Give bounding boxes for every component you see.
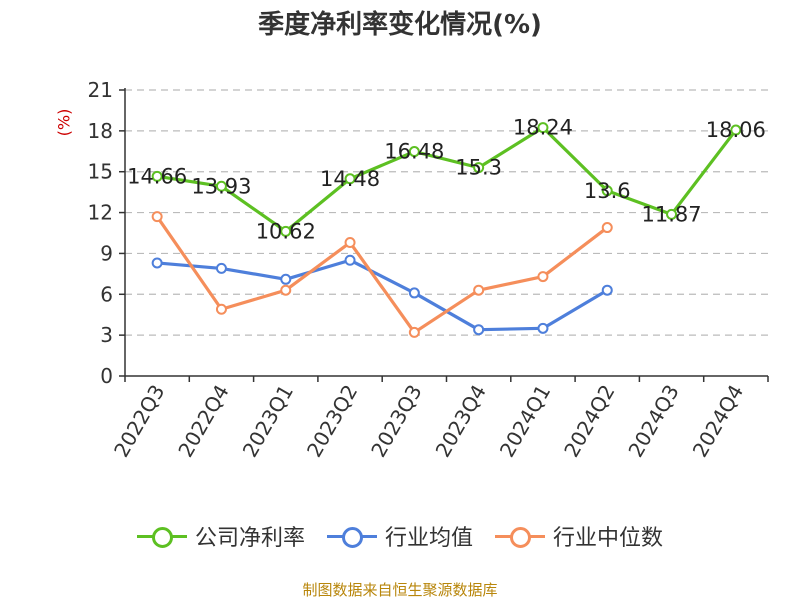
data-point-company <box>408 146 420 158</box>
data-label: 13.6 <box>584 179 631 203</box>
x-tick-label: 2023Q3 <box>366 381 426 462</box>
data-point-company <box>215 180 227 192</box>
data-point-industry_median <box>151 211 163 223</box>
series-line-company <box>156 125 738 233</box>
data-point-company <box>537 122 549 134</box>
data-label: 18.06 <box>706 118 766 142</box>
x-tick-label: 2022Q4 <box>173 381 233 462</box>
data-point-industry_median <box>473 284 485 296</box>
data-point-industry_median <box>344 237 356 249</box>
data-point-industry_avg <box>344 254 356 266</box>
data-label: 14.66 <box>127 164 187 188</box>
data-point-company <box>666 208 678 220</box>
data-label: 18.24 <box>513 116 573 140</box>
legend: 公司净利率 行业均值 行业中位数 <box>0 520 800 552</box>
x-tick-label: 2024Q3 <box>623 381 683 462</box>
legend-item-industry-avg[interactable]: 行业均值 <box>326 520 473 552</box>
data-label: 15.3 <box>455 156 502 180</box>
y-tick-label: 21 <box>88 78 113 102</box>
data-point-company <box>473 162 485 174</box>
y-tick-label: 15 <box>88 160 113 184</box>
chart-title: 季度净利率变化情况(%) <box>258 10 542 40</box>
y-tick-label: 12 <box>88 201 113 225</box>
x-tick-label: 2023Q4 <box>431 381 491 462</box>
legend-item-company[interactable]: 公司净利率 <box>136 520 305 552</box>
data-point-company <box>344 173 356 185</box>
data-label: 14.48 <box>320 167 380 191</box>
data-label: 16.48 <box>384 140 444 164</box>
y-tick-label: 18 <box>88 119 113 143</box>
data-point-industry_avg <box>408 287 420 299</box>
data-label: 10.62 <box>256 219 316 243</box>
data-point-company <box>601 185 613 197</box>
data-point-industry_median <box>280 284 292 296</box>
legend-item-industry-median[interactable]: 行业中位数 <box>495 520 663 552</box>
x-tick-label: 2024Q1 <box>495 381 555 462</box>
data-point-industry_avg <box>151 257 163 269</box>
data-point-industry_median <box>601 222 613 234</box>
y-tick-label: 6 <box>100 282 113 306</box>
data-point-company <box>280 225 292 237</box>
data-point-industry_median <box>408 326 420 338</box>
x-tick-label: 2022Q3 <box>109 381 169 462</box>
data-point-industry_avg <box>215 262 227 274</box>
x-tick-label: 2023Q2 <box>302 381 362 462</box>
data-point-industry_avg <box>537 322 549 334</box>
data-point-industry_avg <box>601 284 613 296</box>
data-point-company <box>151 170 163 182</box>
x-tick-label: 2023Q1 <box>238 381 298 462</box>
data-point-industry_median <box>215 303 227 315</box>
data-label: 13.93 <box>191 174 251 198</box>
y-tick-label: 9 <box>100 241 113 265</box>
y-tick-label: 0 <box>100 364 113 388</box>
data-point-industry_avg <box>473 324 485 336</box>
legend-swatch-industry-avg <box>326 526 377 548</box>
x-tick-label: 2024Q2 <box>559 381 619 462</box>
data-label: 11.87 <box>641 202 701 226</box>
series-line-industry_median <box>155 215 609 335</box>
x-tick-label: 2024Q4 <box>688 381 748 462</box>
legend-label-industry-median: 行业中位数 <box>553 526 664 551</box>
legend-swatch-company <box>136 526 187 548</box>
data-source-note: 制图数据来自恒生聚源数据库 <box>302 581 498 599</box>
series-line-industry_avg <box>157 258 609 332</box>
data-point-industry_median <box>537 271 549 283</box>
legend-label-industry-avg: 行业均值 <box>384 526 473 551</box>
y-tick-label: 3 <box>100 323 113 347</box>
legend-label-company: 公司净利率 <box>194 526 305 551</box>
data-point-industry_avg <box>280 273 292 285</box>
legend-swatch-industry-median <box>495 526 545 548</box>
data-point-company <box>730 124 742 136</box>
